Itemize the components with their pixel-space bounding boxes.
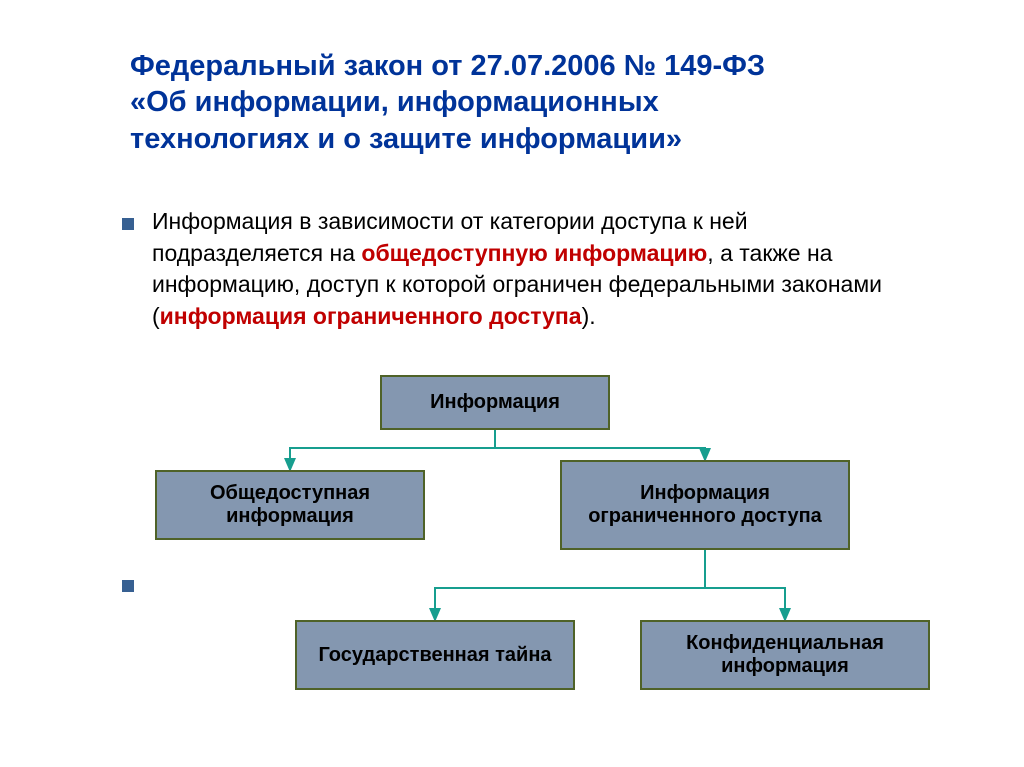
body-highlight-1: общедоступную информацию	[361, 240, 707, 266]
bullet-icon	[122, 218, 134, 230]
node-public-information: Общедоступная информация	[155, 470, 425, 540]
node-information: Информация	[380, 375, 610, 430]
title-line-2: «Об информации, информационных	[130, 84, 930, 120]
bullet-icon	[122, 580, 134, 592]
body-paragraph: Информация в зависимости от категории до…	[152, 206, 892, 333]
edge-line	[495, 430, 705, 460]
page-title: Федеральный закон от 27.07.2006 № 149-ФЗ…	[130, 48, 930, 157]
node-restricted-information: Информация ограниченного доступа	[560, 460, 850, 550]
node-state-secret: Государственная тайна	[295, 620, 575, 690]
edge-line	[290, 430, 495, 470]
edge-line	[705, 550, 785, 620]
body-part-3: ).	[582, 303, 596, 329]
body-highlight-2: информация ограниченного доступа	[160, 303, 582, 329]
title-line-3: технологиях и о защите информации»	[130, 121, 930, 157]
edge-line	[435, 550, 705, 620]
title-line-1: Федеральный закон от 27.07.2006 № 149-ФЗ	[130, 48, 930, 84]
node-confidential: Конфиденциальная информация	[640, 620, 930, 690]
